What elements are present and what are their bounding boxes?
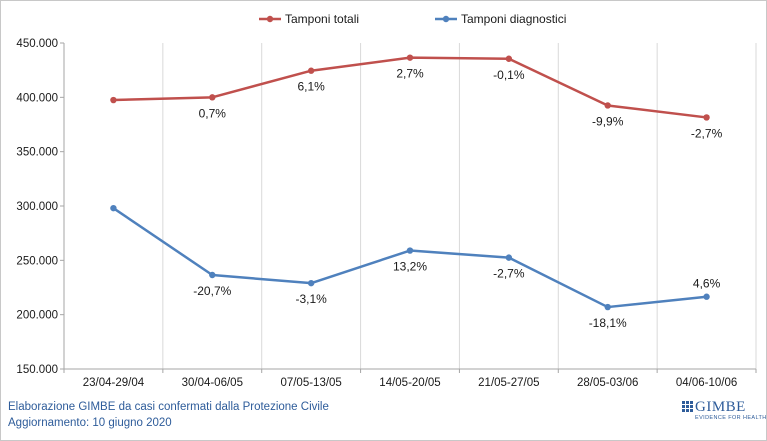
legend-label-0: Tamponi totali bbox=[285, 12, 359, 26]
x-tick-label: 07/05-13/05 bbox=[280, 377, 341, 389]
data-label-1: 4,6% bbox=[693, 277, 721, 291]
gimbe-logo: GIMBE EVIDENCE FOR HEALTH bbox=[682, 399, 766, 425]
data-label-1: -18,1% bbox=[589, 316, 627, 330]
data-point-0 bbox=[110, 96, 117, 104]
update-note: Aggiornamento: 10 giugno 2020 bbox=[8, 417, 172, 429]
data-point-1 bbox=[604, 303, 611, 311]
data-point-1 bbox=[110, 204, 117, 212]
data-label-1: -2,7% bbox=[493, 267, 525, 281]
data-point-1 bbox=[703, 293, 710, 300]
data-label-0: -9,9% bbox=[592, 114, 624, 128]
y-tick-label: 300.000 bbox=[16, 201, 58, 213]
source-note: Elaborazione GIMBE da casi confermati da… bbox=[8, 401, 329, 413]
x-tick-label: 21/05-27/05 bbox=[478, 377, 539, 389]
brand-tagline: EVIDENCE FOR HEALTH bbox=[695, 415, 767, 421]
legend-label-1: Tamponi diagnostici bbox=[461, 12, 566, 26]
data-label-0: 2,7% bbox=[396, 67, 424, 81]
data-point-0 bbox=[604, 102, 611, 109]
legend-marker-1 bbox=[442, 15, 450, 23]
x-tick-label: 04/06-10/06 bbox=[676, 377, 737, 389]
y-tick-label: 400.000 bbox=[16, 92, 58, 104]
y-tick-label: 450.000 bbox=[16, 38, 58, 50]
x-tick-label: 23/04-29/04 bbox=[83, 377, 145, 389]
line-chart: 150.000 200.000 250.000 300.000 350.000 400.0… bbox=[16, 12, 757, 389]
y-tick-label: 350.000 bbox=[16, 147, 58, 159]
y-tick-label: 250.000 bbox=[16, 255, 58, 267]
data-label-0: 6,1% bbox=[297, 80, 325, 94]
data-point-0 bbox=[406, 54, 414, 61]
data-label-0: 0,7% bbox=[199, 106, 227, 120]
y-tick-label: 200.000 bbox=[16, 310, 58, 322]
data-point-1 bbox=[505, 254, 513, 261]
data-point-1 bbox=[209, 271, 216, 279]
data-label-0: -0,1% bbox=[493, 68, 525, 82]
gimbe-mark-icon bbox=[682, 401, 693, 412]
x-tick-label: 14/05-20/05 bbox=[379, 377, 440, 389]
x-tick-label: 28/05-03/06 bbox=[577, 377, 638, 389]
data-label-1: 13,2% bbox=[393, 260, 427, 274]
data-label-1: -3,1% bbox=[295, 292, 327, 306]
data-label-0: -2,7% bbox=[691, 126, 723, 140]
data-point-0 bbox=[307, 67, 315, 74]
data-point-0 bbox=[703, 114, 710, 121]
data-point-1 bbox=[406, 247, 414, 254]
data-point-1 bbox=[307, 279, 315, 287]
y-tick-label: 150.000 bbox=[16, 364, 58, 376]
data-point-0 bbox=[505, 55, 513, 62]
legend-marker-0 bbox=[266, 15, 274, 23]
brand-name: GIMBE bbox=[695, 399, 746, 415]
data-point-0 bbox=[209, 94, 216, 101]
data-label-1: -20,7% bbox=[193, 284, 231, 298]
x-tick-label: 30/04-06/05 bbox=[182, 377, 243, 389]
